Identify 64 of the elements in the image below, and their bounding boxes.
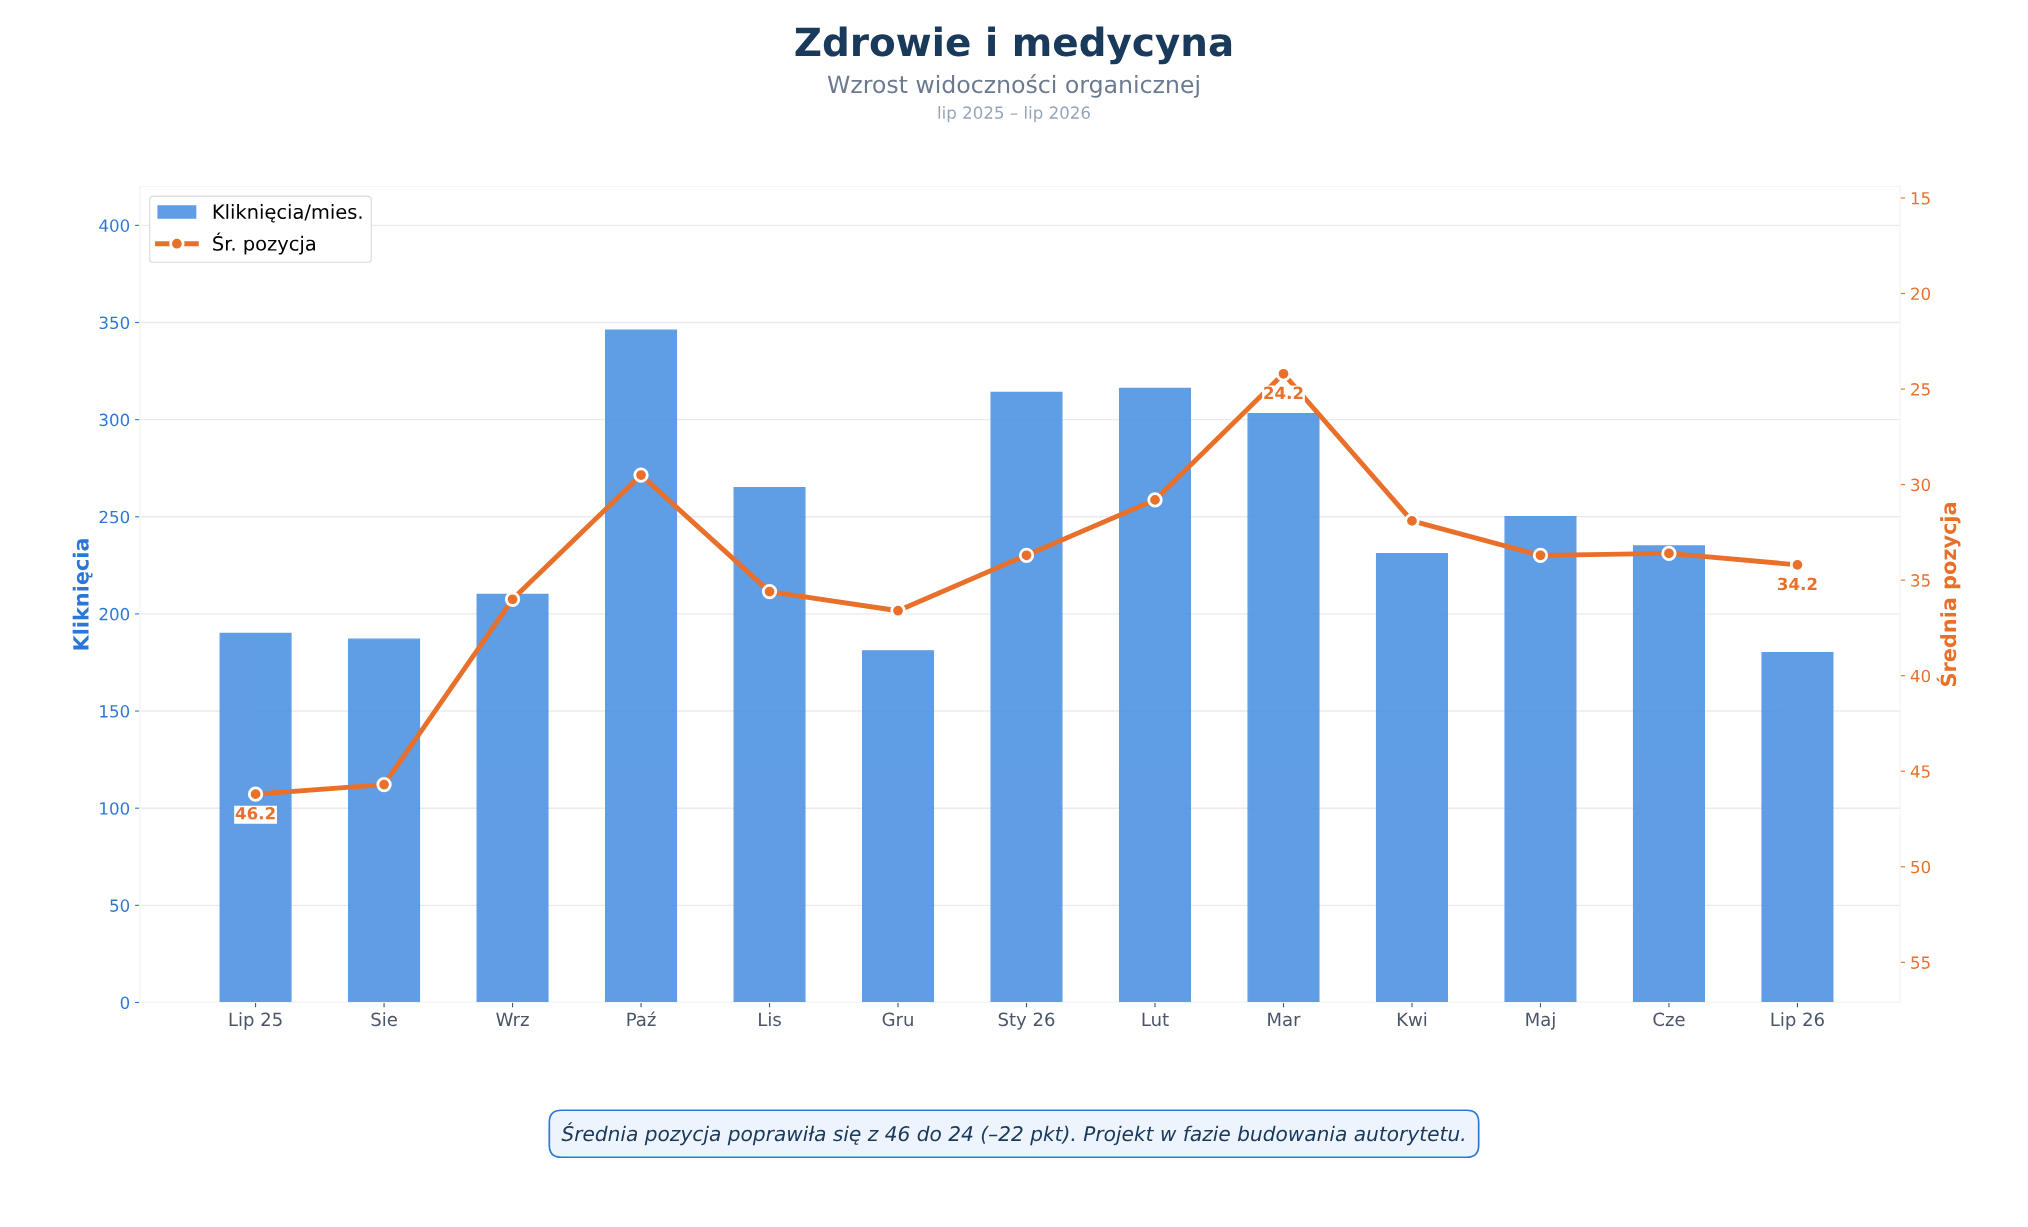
y-tick-label: 50 bbox=[110, 899, 130, 912]
text: Średnia pozycja poprawiła się z 46 do 24 (–22 pkt). Projekt w fazie budowania autorytetu. bbox=[561, 1122, 1464, 1146]
point bbox=[633, 467, 649, 483]
y2-tick-label: 35 bbox=[1911, 574, 1930, 587]
y-tick-label: 200 bbox=[99, 607, 130, 621]
y-tick-label: 250 bbox=[99, 510, 130, 524]
y-tick-label: 150 bbox=[100, 705, 130, 718]
bar bbox=[1504, 516, 1577, 1003]
bar bbox=[605, 329, 678, 1003]
y2-tick-label: 20 bbox=[1911, 287, 1931, 301]
bar bbox=[1761, 652, 1834, 1003]
y-tick-label: 100 bbox=[100, 802, 130, 815]
chart-subtitle: Wzrost widoczności organicznej bbox=[827, 73, 1199, 98]
text: lip 2025 – lip 2026 bbox=[938, 106, 1090, 123]
y-tick-label: 400 bbox=[99, 219, 130, 232]
x-tick-label: Lut bbox=[1142, 1012, 1169, 1027]
data-label: 34.2 bbox=[1778, 577, 1817, 591]
y-tick-label: 0 bbox=[120, 996, 130, 1010]
y-tick-label: 350 bbox=[99, 316, 130, 330]
bar bbox=[1118, 387, 1192, 1003]
bar bbox=[990, 391, 1063, 1003]
point bbox=[1147, 492, 1163, 508]
legend-label: Kliknięcia/mies. bbox=[213, 204, 362, 223]
y2-tick-label: 45 bbox=[1910, 765, 1930, 778]
point bbox=[761, 583, 778, 600]
y-axis-title: Kliknięcia bbox=[72, 539, 93, 650]
x-tick-label: Kwi bbox=[1397, 1012, 1427, 1026]
y2-tick-label: 25 bbox=[1911, 383, 1930, 396]
bar bbox=[348, 638, 421, 1003]
bar bbox=[219, 632, 292, 1003]
y2-tick-label: 15 bbox=[1911, 192, 1930, 205]
y2-tick-label: 55 bbox=[1911, 956, 1930, 969]
y2-tick-label: 50 bbox=[1911, 860, 1931, 874]
y2-tick-label: 30 bbox=[1911, 478, 1931, 492]
point bbox=[376, 776, 392, 793]
bar bbox=[733, 486, 806, 1003]
x-tick-label: Maj bbox=[1526, 1012, 1555, 1030]
data-label: 46.2 bbox=[235, 806, 275, 820]
x-tick-label: Gru bbox=[882, 1012, 913, 1027]
legend-label: Śr. pozycja bbox=[213, 232, 315, 255]
x-tick-label: Lis bbox=[759, 1012, 781, 1027]
x-tick-label: Cze bbox=[1653, 1012, 1685, 1027]
y-tick-label: 300 bbox=[99, 413, 130, 427]
point bbox=[504, 591, 521, 607]
point bbox=[1661, 545, 1677, 562]
y2-tick-label: 40 bbox=[1910, 669, 1931, 683]
x-tick-label: Lip 25 bbox=[229, 1012, 282, 1030]
x-tick-label: Paź bbox=[627, 1011, 656, 1027]
bar bbox=[861, 650, 935, 1003]
bar bbox=[1375, 552, 1449, 1003]
bar bbox=[1247, 413, 1320, 1003]
x-tick-label: Mar bbox=[1268, 1012, 1301, 1027]
y2-axis-title: Średnia pozycja bbox=[1936, 503, 1961, 687]
point bbox=[247, 786, 264, 802]
x-tick-label: Lip 26 bbox=[1771, 1012, 1824, 1030]
bar bbox=[476, 593, 549, 1003]
point bbox=[1532, 547, 1549, 563]
x-tick-label: Sie bbox=[371, 1012, 397, 1027]
x-tick-label: Wrz bbox=[496, 1012, 529, 1026]
bar bbox=[1632, 545, 1705, 1003]
chart-title: Zdrowie i medycyna bbox=[795, 26, 1232, 65]
x-tick-label: Sty 26 bbox=[998, 1012, 1055, 1030]
point bbox=[1018, 547, 1035, 563]
data-label: 24.2 bbox=[1264, 386, 1303, 399]
